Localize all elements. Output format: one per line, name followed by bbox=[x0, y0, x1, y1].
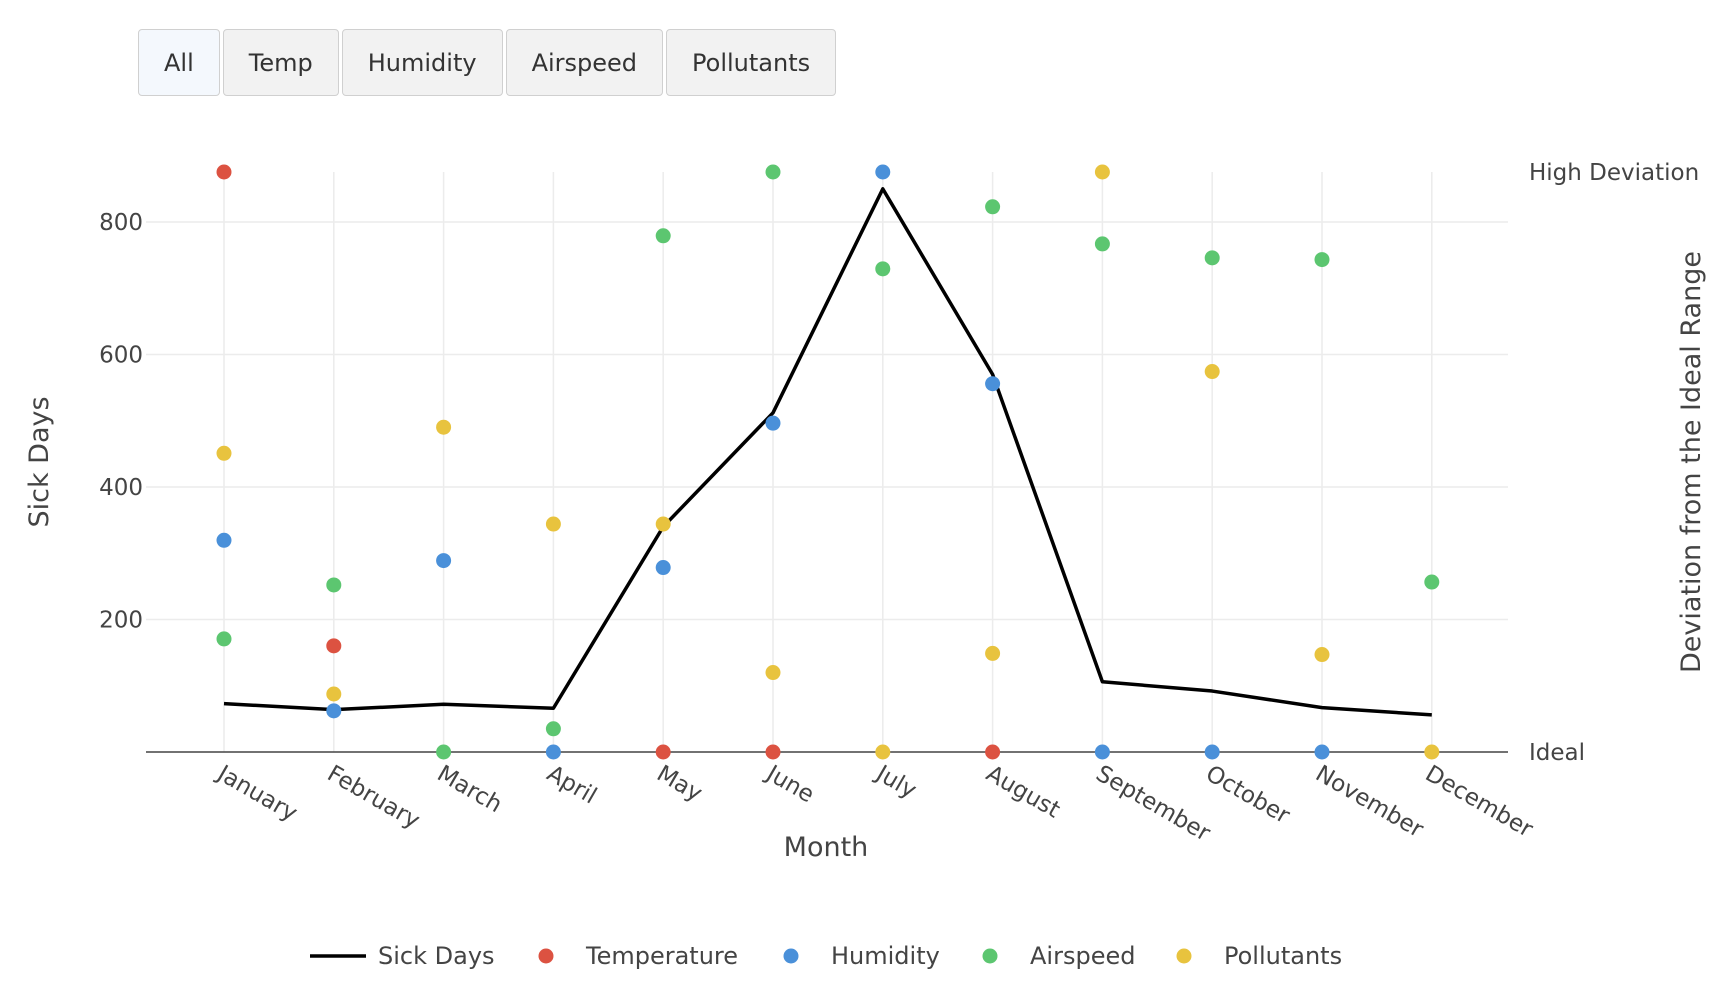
humidity-point bbox=[1094, 744, 1110, 760]
airspeed-point bbox=[1094, 236, 1110, 252]
airspeed-point bbox=[216, 631, 232, 647]
airspeed-point bbox=[655, 228, 671, 244]
humidity-point bbox=[875, 164, 891, 180]
filter-airspeed-button[interactable]: Airspeed bbox=[505, 29, 664, 96]
pollutants-point bbox=[1424, 744, 1440, 760]
humidity-point bbox=[436, 553, 452, 569]
y-tick-label: 400 bbox=[99, 475, 143, 501]
airspeed-point bbox=[1204, 250, 1220, 266]
airspeed-point bbox=[985, 199, 1001, 215]
legend-label: Temperature bbox=[585, 942, 738, 970]
pollutants-point bbox=[326, 686, 342, 702]
y-axis-title: Sick Days bbox=[24, 396, 55, 527]
y2-axis-title: Deviation from the Ideal Range bbox=[1676, 251, 1707, 673]
filter-humidity-button[interactable]: Humidity bbox=[341, 29, 503, 96]
x-tick-label: October bbox=[1201, 761, 1294, 830]
legend-label: Pollutants bbox=[1224, 942, 1342, 970]
pollutants-point bbox=[655, 516, 671, 532]
pollutants-point bbox=[216, 445, 232, 461]
temperature-point bbox=[326, 638, 342, 654]
airspeed-point bbox=[1314, 252, 1330, 268]
airspeed-point bbox=[765, 164, 781, 180]
y-tick-label: 800 bbox=[99, 210, 143, 236]
airspeed-point bbox=[545, 721, 561, 737]
humidity-point bbox=[765, 415, 781, 431]
x-tick-label: February bbox=[323, 761, 424, 834]
filter-temp-button[interactable]: Temp bbox=[222, 29, 339, 96]
temperature-point bbox=[985, 744, 1001, 760]
x-axis-title: Month bbox=[784, 832, 869, 863]
humidity-point bbox=[1314, 744, 1330, 760]
pollutants-point bbox=[985, 645, 1001, 661]
temperature-point bbox=[655, 744, 671, 760]
airspeed-point bbox=[875, 261, 891, 277]
humidity-point bbox=[1204, 744, 1220, 760]
legend-label: Humidity bbox=[831, 942, 940, 970]
pollutants-point bbox=[875, 744, 891, 760]
x-tick-label: May bbox=[652, 761, 706, 807]
humidity-point bbox=[326, 703, 342, 719]
pollutants-point bbox=[545, 516, 561, 532]
humidity-point bbox=[545, 744, 561, 760]
pollutants-point bbox=[1314, 647, 1330, 663]
legend-swatch-dot bbox=[538, 948, 554, 964]
x-tick-label: December bbox=[1421, 761, 1538, 843]
x-tick-label: June bbox=[760, 760, 818, 809]
pollutants-point bbox=[1204, 364, 1220, 380]
x-tick-label: August bbox=[982, 761, 1065, 824]
legend-swatch-dot bbox=[1176, 948, 1192, 964]
sick-days-line bbox=[223, 187, 1432, 717]
pollutants-point bbox=[436, 419, 452, 435]
filter-all-button[interactable]: All bbox=[138, 29, 220, 96]
filter-pollutants-button[interactable]: Pollutants bbox=[666, 29, 837, 96]
x-tick-label: April bbox=[542, 761, 601, 810]
y2-tick-label: High Deviation bbox=[1529, 160, 1699, 186]
y-tick-label: 600 bbox=[99, 343, 143, 369]
legend-swatch-dot bbox=[982, 948, 998, 964]
x-tick-label: September bbox=[1091, 761, 1215, 847]
pollutants-point bbox=[765, 665, 781, 681]
y2-tick-label: Ideal bbox=[1529, 740, 1585, 766]
x-tick-label: November bbox=[1311, 761, 1428, 844]
humidity-point bbox=[985, 376, 1001, 392]
x-tick-label: March bbox=[433, 761, 507, 819]
x-tick-label: July bbox=[870, 760, 921, 804]
airspeed-point bbox=[1424, 574, 1440, 590]
humidity-point bbox=[216, 532, 232, 548]
temperature-point bbox=[765, 744, 781, 760]
filter-button-group: All Temp Humidity Airspeed Pollutants bbox=[138, 29, 837, 96]
airspeed-point bbox=[436, 744, 452, 760]
y-tick-label: 200 bbox=[99, 608, 143, 634]
legend-label: Sick Days bbox=[378, 942, 495, 970]
x-tick-label: January bbox=[211, 760, 301, 827]
pollutants-point bbox=[1094, 164, 1110, 180]
humidity-point bbox=[655, 560, 671, 576]
legend-swatch-dot bbox=[783, 948, 799, 964]
legend-label: Airspeed bbox=[1030, 942, 1135, 970]
airspeed-point bbox=[326, 577, 342, 593]
temperature-point bbox=[216, 164, 232, 180]
